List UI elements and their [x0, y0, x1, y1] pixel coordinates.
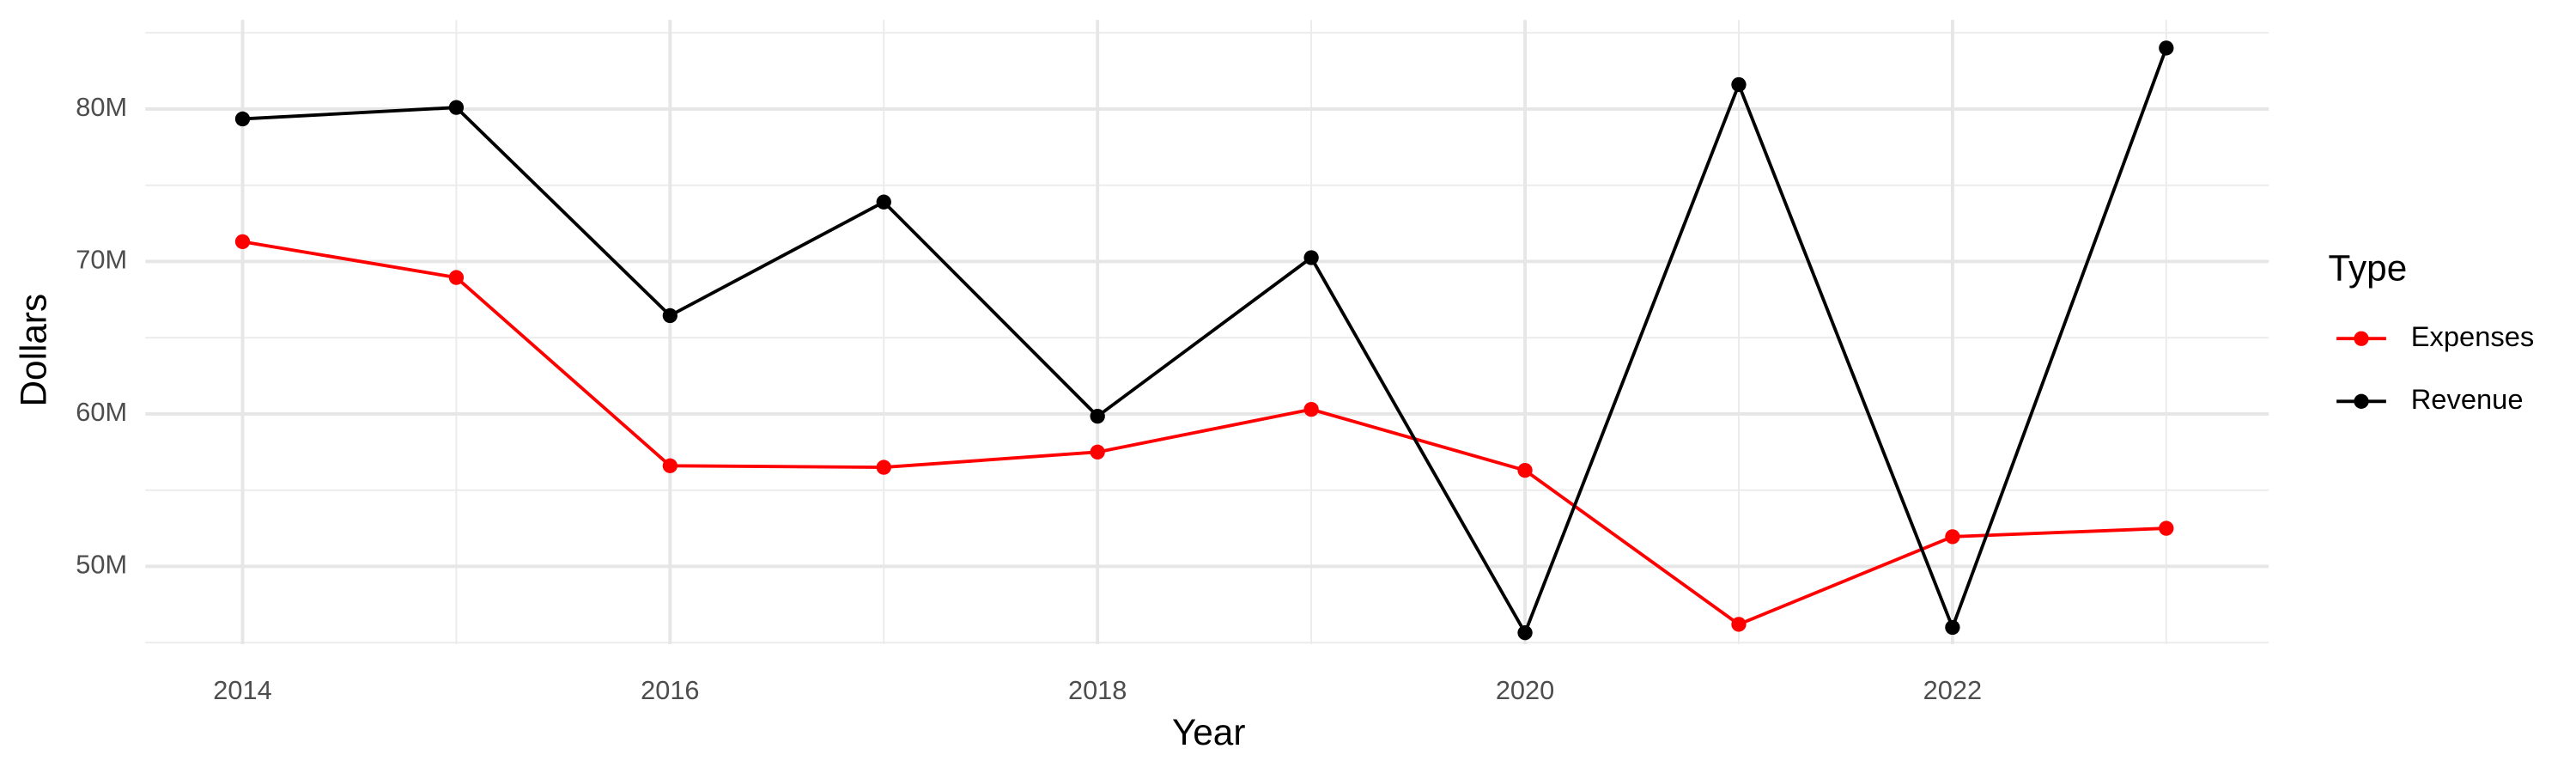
- y-tick-label: 50M: [76, 550, 127, 580]
- data-point: [1517, 462, 1533, 478]
- x-axis-title: Year: [1172, 712, 1245, 752]
- x-tick-label: 2020: [1496, 675, 1554, 705]
- data-point: [876, 460, 891, 475]
- data-point: [1731, 617, 1747, 632]
- data-point: [1731, 76, 1747, 93]
- data-point: [1945, 619, 1960, 636]
- data-point: [2159, 520, 2174, 536]
- data-point: [1303, 401, 1319, 417]
- data-point: [448, 270, 465, 285]
- legend-label: Expenses: [2411, 320, 2535, 352]
- legend-key-point: [2354, 331, 2369, 346]
- data-point: [876, 194, 891, 210]
- x-tick-label: 2018: [1068, 675, 1127, 705]
- y-tick-label: 60M: [76, 397, 127, 427]
- data-point: [1090, 444, 1105, 460]
- series-line: [242, 240, 2166, 627]
- y-tick-label: 80M: [76, 92, 127, 122]
- data-point: [1517, 625, 1533, 641]
- data-point: [662, 307, 677, 324]
- y-tick-label: 70M: [76, 245, 127, 275]
- data-point: [1090, 408, 1105, 424]
- data-point: [1945, 529, 1960, 545]
- data-point: [1303, 250, 1319, 265]
- data-point: [2159, 40, 2174, 56]
- x-tick-label: 2014: [213, 675, 271, 705]
- x-tick-label: 2022: [1923, 675, 1982, 705]
- y-axis-title: Dollars: [13, 294, 53, 407]
- legend-key-point: [2354, 393, 2369, 409]
- data-point: [234, 234, 251, 250]
- data-point: [662, 458, 677, 473]
- plot-area: [234, 40, 2174, 641]
- x-tick-label: 2016: [641, 675, 699, 705]
- data-point: [448, 100, 465, 115]
- legend-title: Type: [2329, 248, 2408, 289]
- series-line: [242, 47, 2168, 637]
- legend-label: Revenue: [2411, 383, 2524, 415]
- data-point: [234, 111, 251, 127]
